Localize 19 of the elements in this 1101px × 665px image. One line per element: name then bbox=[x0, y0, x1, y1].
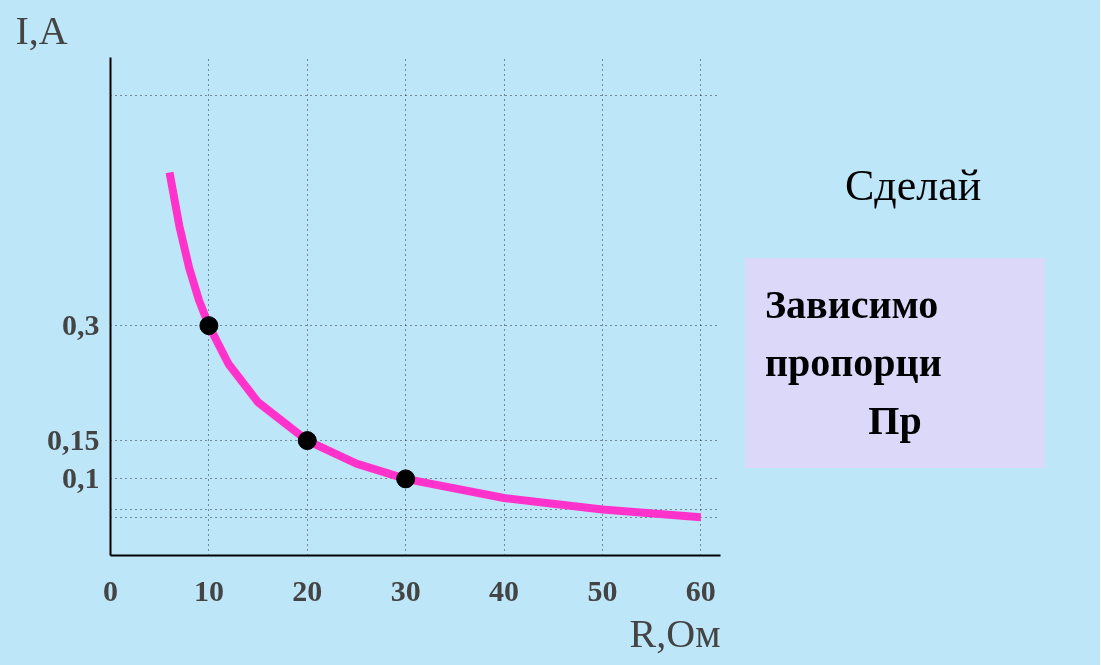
text: Сделай bbox=[845, 160, 983, 212]
y-tick-label: 0,3 bbox=[62, 308, 100, 342]
x-tick-label: 40 bbox=[489, 573, 520, 607]
text: пропорци bbox=[765, 338, 943, 387]
point bbox=[297, 431, 317, 451]
x-tick-label: 20 bbox=[292, 573, 323, 607]
x-tick-label: 0 bbox=[103, 573, 118, 607]
x-tick-label: 10 bbox=[193, 573, 224, 607]
y-tick-label: 0,1 bbox=[62, 461, 100, 495]
point bbox=[396, 469, 416, 489]
x-tick-label: 50 bbox=[587, 573, 618, 607]
x-tick-label: 30 bbox=[390, 573, 421, 607]
point bbox=[199, 316, 219, 336]
x-axis-title: R,Ом bbox=[629, 610, 721, 656]
x-tick-label: 60 bbox=[685, 573, 716, 607]
text: Пр bbox=[867, 396, 923, 445]
y-tick-label: 0,15 bbox=[47, 423, 100, 457]
text: Зависимо bbox=[765, 280, 940, 329]
y-axis-title: I,A bbox=[15, 7, 68, 53]
